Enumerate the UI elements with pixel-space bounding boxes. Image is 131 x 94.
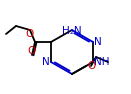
- Text: NH: NH: [94, 57, 110, 67]
- Text: N: N: [94, 37, 102, 47]
- Text: O: O: [87, 61, 95, 71]
- Text: H₂N: H₂N: [62, 26, 82, 36]
- Text: O: O: [25, 29, 33, 39]
- Text: N: N: [42, 57, 50, 67]
- Text: O: O: [27, 46, 35, 56]
